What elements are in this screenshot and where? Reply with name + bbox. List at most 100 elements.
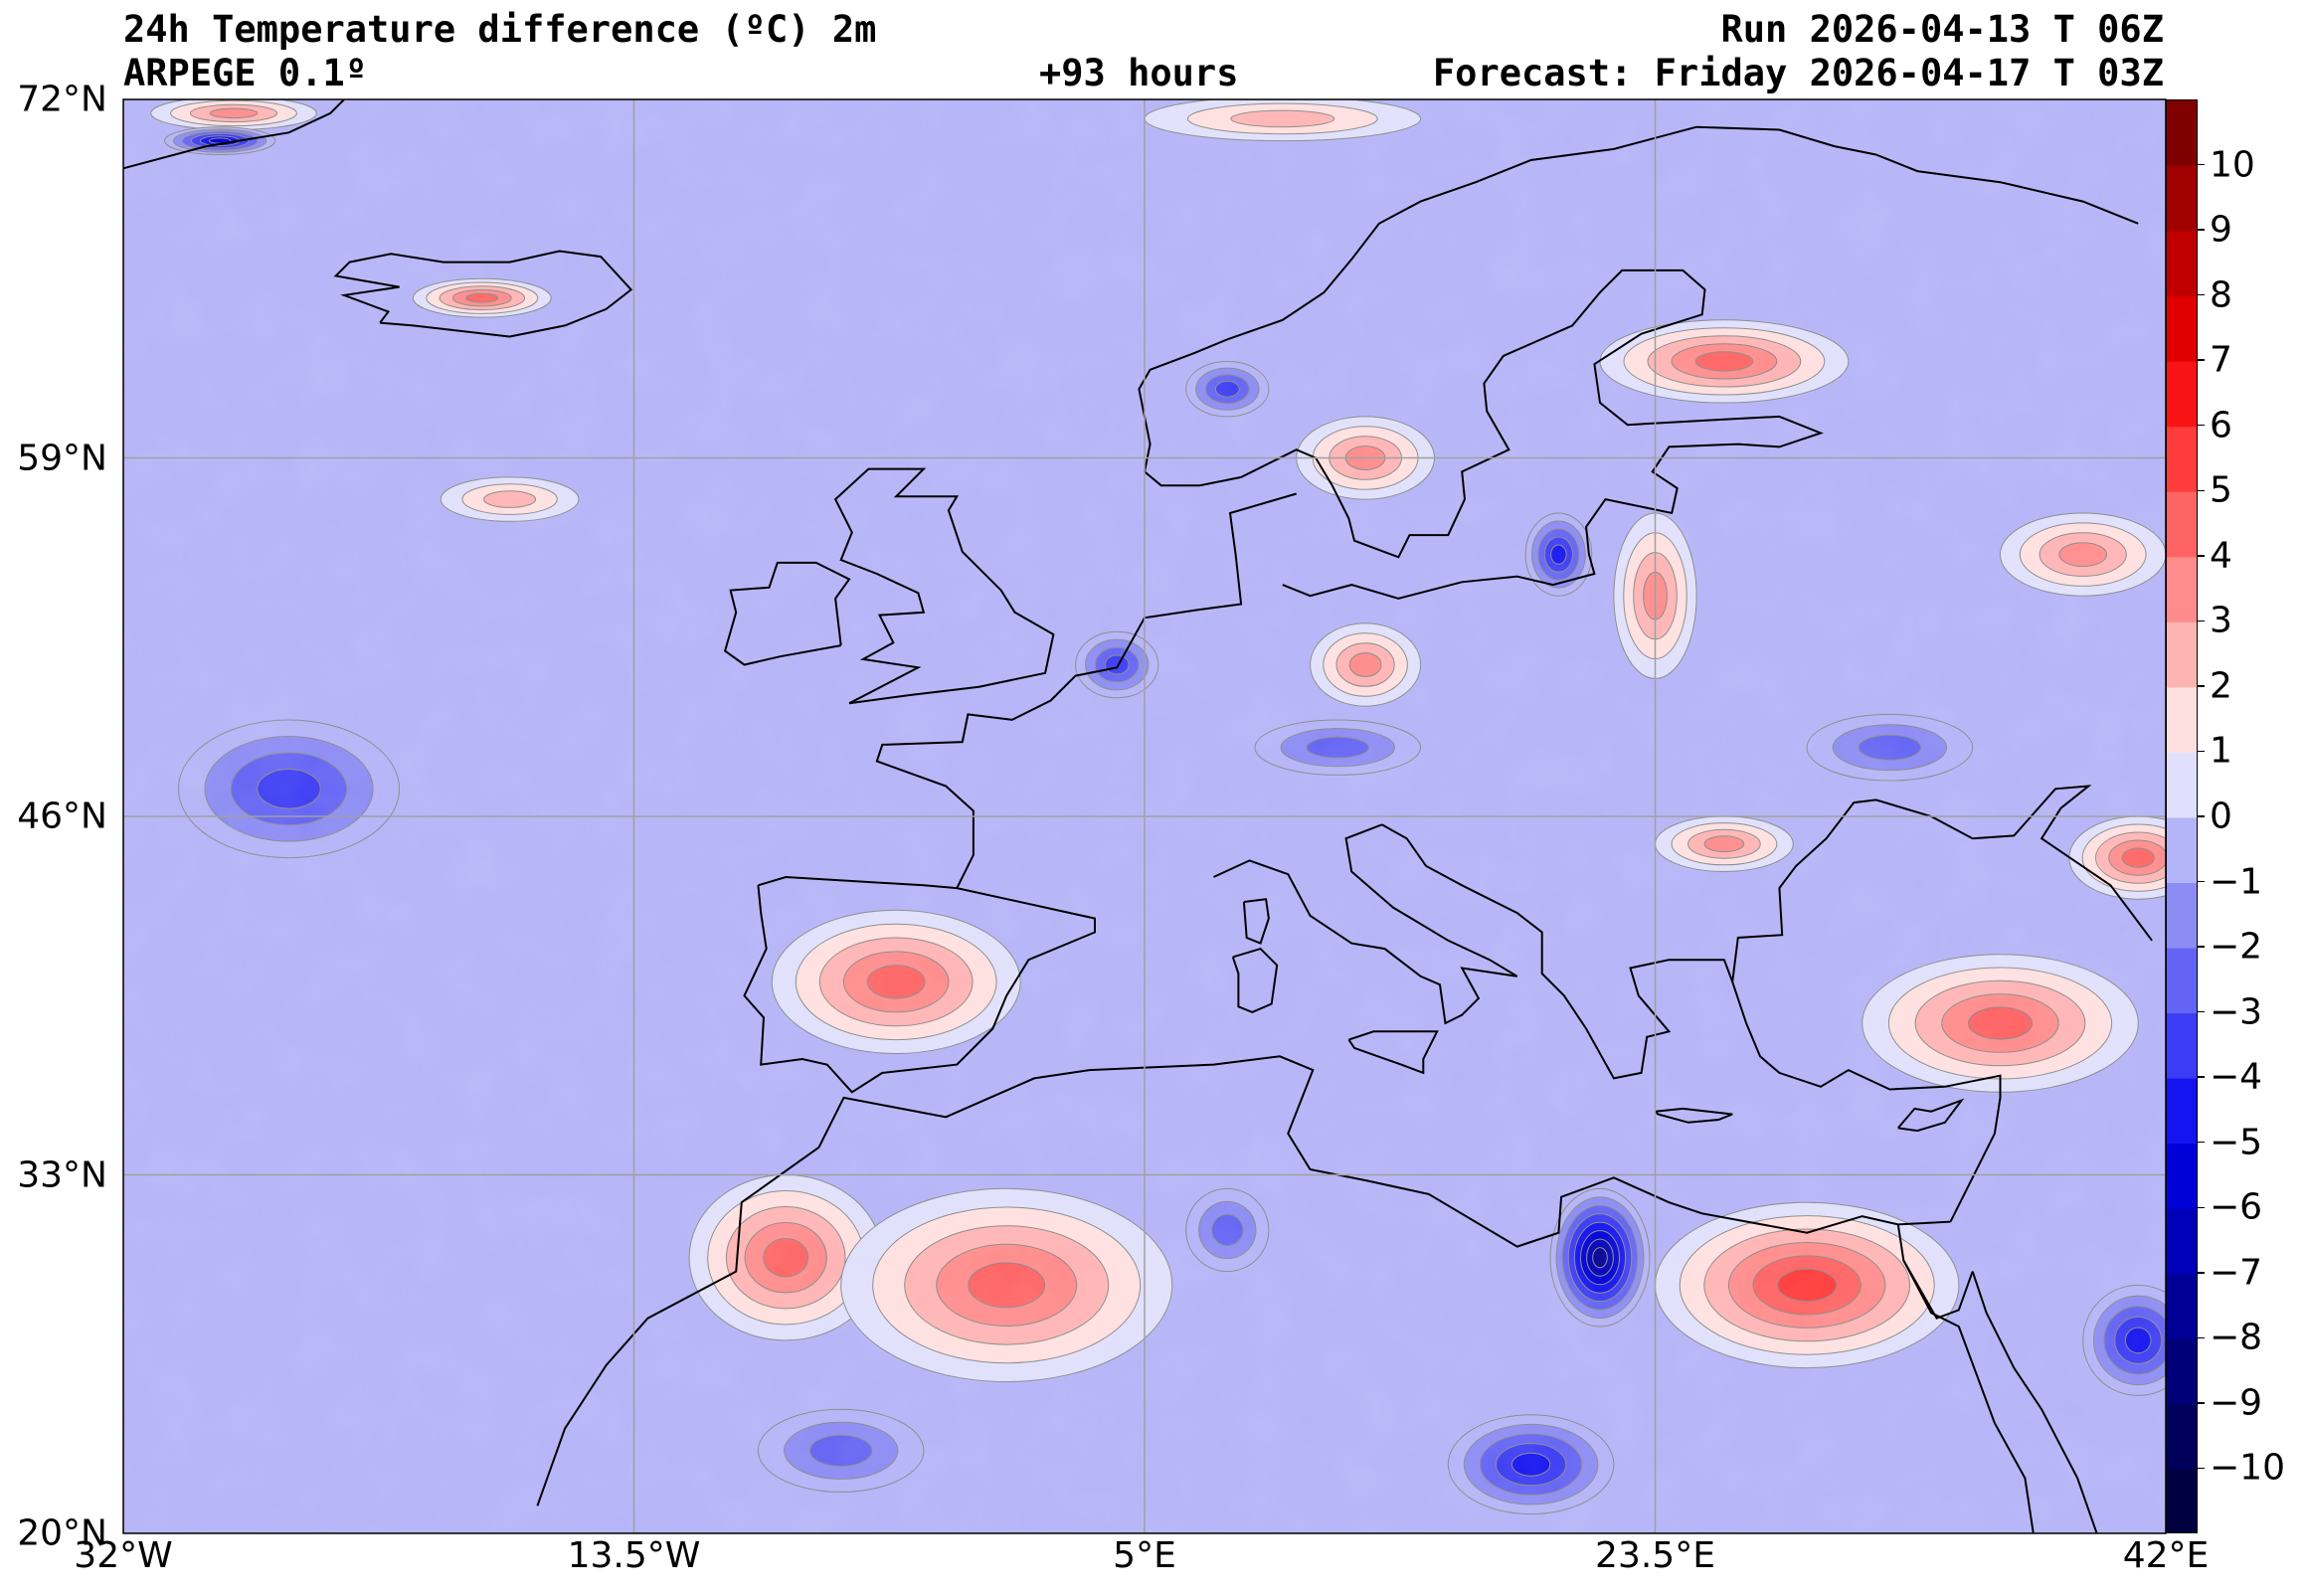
- kola-coast: [1875, 153, 2139, 225]
- colorbar-tick: [2198, 685, 2205, 687]
- colorbar-segment: [2167, 1469, 2197, 1532]
- longitude-label: 42°E: [2122, 1535, 2210, 1576]
- colorbar-tick-label: −8: [2210, 1317, 2263, 1358]
- latitude-label: 72°N: [17, 79, 107, 120]
- greenland-coast: [123, 99, 345, 170]
- turkey-coast: [1731, 981, 2002, 1223]
- colorbar-tick-label: −7: [2210, 1252, 2263, 1294]
- colorbar-segment: [2167, 231, 2197, 297]
- coastlines: [123, 99, 2153, 1533]
- colorbar-segment: [2167, 817, 2197, 883]
- colorbar-tick-label: 10: [2210, 144, 2255, 186]
- longitude-label: 23.5°E: [1595, 1535, 1715, 1576]
- colorbar-tick: [2198, 489, 2205, 492]
- colorbar-tick-label: −9: [2210, 1382, 2263, 1424]
- colorbar-tick-label: −5: [2210, 1122, 2263, 1163]
- colorbar-tick-label: −3: [2210, 991, 2263, 1033]
- colorbar-tick: [2198, 946, 2205, 948]
- uk-coast: [833, 467, 1055, 705]
- latitude-label: 59°N: [17, 438, 107, 478]
- colorbar-segment: [2167, 1012, 2197, 1079]
- colorbar-tick: [2198, 1141, 2205, 1144]
- colorbar-segment: [2167, 295, 2197, 362]
- cyprus-coast: [1897, 1098, 1965, 1133]
- run-label: Run 2026-04-13 T 06Z: [1720, 8, 2164, 51]
- longitude-label: 13.5°W: [567, 1535, 701, 1576]
- colorbar-segment: [2167, 491, 2197, 558]
- colorbar-tick: [2198, 1272, 2205, 1274]
- colorbar-segment: [2167, 361, 2197, 428]
- colorbar-segment: [2167, 1273, 2197, 1339]
- crete-coast: [1654, 1107, 1733, 1124]
- colorbar-tick-label: 6: [2210, 405, 2232, 446]
- colorbar-segment: [2167, 426, 2197, 492]
- latitude-label: 20°N: [17, 1512, 107, 1554]
- sinai-coast: [1902, 1260, 1974, 1320]
- north-africa-coast: [536, 1055, 1951, 1507]
- colorbar-tick-label: 9: [2210, 209, 2232, 251]
- colorbar-tick: [2198, 815, 2205, 817]
- colorbar-tick: [2198, 1402, 2205, 1404]
- sicily-coast: [1347, 1030, 1439, 1075]
- colorbar-tick-label: 8: [2210, 274, 2232, 316]
- colorbar-segment: [2167, 948, 2197, 1014]
- colorbar-tick: [2198, 1336, 2205, 1339]
- forecast-label: Forecast: Friday 2026-04-17 T 03Z: [1432, 52, 2164, 94]
- colorbar-tick-label: −6: [2210, 1186, 2263, 1228]
- colorbar-segment: [2167, 1078, 2197, 1145]
- colorbar-tick: [2198, 880, 2205, 883]
- colorbar-tick: [2198, 359, 2205, 361]
- arabia-coast: [1971, 1271, 2098, 1533]
- colorbar-segment: [2167, 621, 2197, 688]
- colorbar-segment: [2167, 100, 2197, 166]
- ireland-coast: [723, 561, 851, 666]
- colorbar-tick: [2198, 229, 2205, 231]
- colorbar-segment: [2167, 686, 2197, 753]
- colorbar-segment: [2167, 882, 2197, 949]
- longitude-label: 32°W: [74, 1535, 173, 1576]
- colorbar-tick-label: −4: [2210, 1056, 2263, 1098]
- colorbar-segment: [2167, 165, 2197, 232]
- italy-coast: [1212, 823, 1518, 1025]
- colorbar-tick: [2198, 1010, 2205, 1013]
- colorbar-segment: [2167, 556, 2197, 622]
- colorbar-tick-label: −10: [2210, 1447, 2285, 1489]
- latitude-label: 46°N: [17, 796, 107, 837]
- scandinavia-coast: [1144, 268, 1824, 600]
- colorbar-tick-label: 3: [2210, 600, 2232, 641]
- france-coast: [875, 492, 1297, 889]
- iceland-coast: [333, 250, 633, 338]
- colorbar-tick: [2198, 620, 2205, 622]
- colorbar-tick-label: 7: [2210, 339, 2232, 381]
- colorbar-tick-label: 0: [2210, 796, 2232, 837]
- colorbar-segment: [2167, 1208, 2197, 1275]
- gridlines: [123, 99, 2166, 1533]
- model-label: ARPEGE 0.1º: [123, 52, 368, 94]
- colorbar-tick-label: −2: [2210, 926, 2263, 968]
- colorbar: [2166, 99, 2198, 1533]
- colorbar-segment: [2167, 1403, 2197, 1470]
- latitude-label: 33°N: [17, 1154, 107, 1195]
- balkans-coast: [1381, 785, 2153, 1080]
- colorbar-segment: [2167, 1143, 2197, 1209]
- colorbar-segment: [2167, 752, 2197, 818]
- lead-time-label: +93 hours: [1039, 52, 1239, 94]
- colorbar-tick-label: 4: [2210, 535, 2232, 577]
- colorbar-tick-label: 2: [2210, 665, 2232, 707]
- map-title: 24h Temperature difference (ºC) 2m: [123, 8, 877, 51]
- colorbar-tick: [2198, 750, 2205, 753]
- colorbar-tick-label: −1: [2210, 861, 2263, 903]
- colorbar-tick: [2198, 424, 2205, 427]
- colorbar-tick-label: 5: [2210, 469, 2232, 511]
- corsica-coast: [1242, 898, 1270, 945]
- colorbar-segment: [2167, 1338, 2197, 1405]
- iberia-coast: [743, 875, 1096, 1094]
- colorbar-tick-label: 1: [2210, 730, 2232, 772]
- colorbar-tick: [2198, 555, 2205, 557]
- colorbar-tick: [2198, 1467, 2205, 1470]
- longitude-label: 5°E: [1113, 1535, 1176, 1576]
- colorbar-tick: [2198, 293, 2205, 296]
- colorbar-tick: [2198, 163, 2205, 166]
- sardinia-coast: [1231, 947, 1279, 1013]
